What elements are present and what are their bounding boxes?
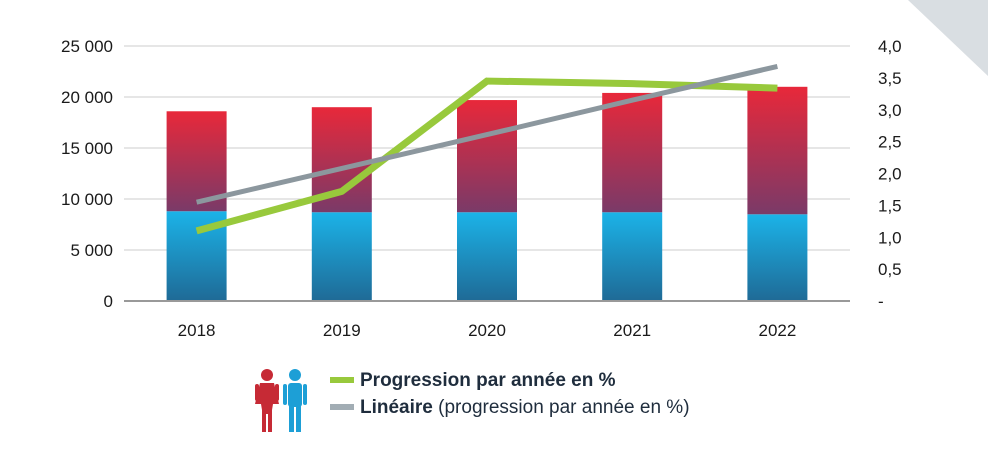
legend-label-linear: Linéaire (progression par année en %) xyxy=(360,397,690,418)
right-tick-label: 3,5 xyxy=(878,69,902,88)
legend-label-linear-bold: Linéaire xyxy=(360,397,433,418)
series-lines xyxy=(195,63,778,235)
bar-segment-top-2021 xyxy=(602,92,663,213)
x-tick-label: 2018 xyxy=(178,321,216,340)
series-line-linear xyxy=(196,63,778,205)
bar-segment-top-2020 xyxy=(457,100,517,213)
people-icon xyxy=(255,369,307,432)
right-tick-label: - xyxy=(878,292,884,311)
right-tick-label: 1,5 xyxy=(878,196,902,215)
left-tick-label: 15 000 xyxy=(61,139,113,158)
x-axis-ticks: 2018 2019 2020 2021 2022 xyxy=(178,321,797,340)
left-tick-label: 5 000 xyxy=(70,241,113,260)
right-tick-label: 4,0 xyxy=(878,37,902,56)
x-tick-label: 2022 xyxy=(758,321,796,340)
bar-segment-bottom-2021 xyxy=(602,212,663,301)
x-tick-label: 2019 xyxy=(323,321,361,340)
x-tick-label: 2021 xyxy=(613,321,651,340)
woman-icon xyxy=(255,369,279,432)
right-tick-label: 2,0 xyxy=(878,165,902,184)
legend-label-linear-rest: (progression par année en %) xyxy=(433,397,690,418)
right-tick-label: 2,5 xyxy=(878,133,902,152)
bar-segment-bottom-2020 xyxy=(457,212,517,301)
right-tick-label: 3,0 xyxy=(878,101,902,120)
man-icon xyxy=(283,369,307,432)
left-tick-label: 25 000 xyxy=(61,37,113,56)
left-tick-label: 20 000 xyxy=(61,88,113,107)
left-axis-ticks: 0 5 000 10 000 15 000 20 000 25 000 xyxy=(61,37,113,311)
bar-segment-bottom-2019 xyxy=(311,212,372,301)
bar-segment-top-2022 xyxy=(747,86,808,215)
legend-label-progression: Progression par année en % xyxy=(360,370,616,391)
right-tick-label: 0,5 xyxy=(878,260,902,279)
bars xyxy=(166,86,808,301)
right-tick-label: 1,0 xyxy=(878,228,902,247)
left-tick-label: 0 xyxy=(104,292,113,311)
bar-segment-bottom-2022 xyxy=(747,214,808,301)
x-tick-label: 2020 xyxy=(468,321,506,340)
bar-segment-top-2018 xyxy=(166,111,227,212)
right-axis-ticks: - 0,5 1,0 1,5 2,0 2,5 3,0 3,5 4,0 xyxy=(878,37,902,311)
legend: Progression par année en % Linéaire (pro… xyxy=(255,369,690,432)
left-tick-label: 10 000 xyxy=(61,190,113,209)
series-line-progression xyxy=(195,77,778,235)
corner-decoration xyxy=(908,0,988,76)
